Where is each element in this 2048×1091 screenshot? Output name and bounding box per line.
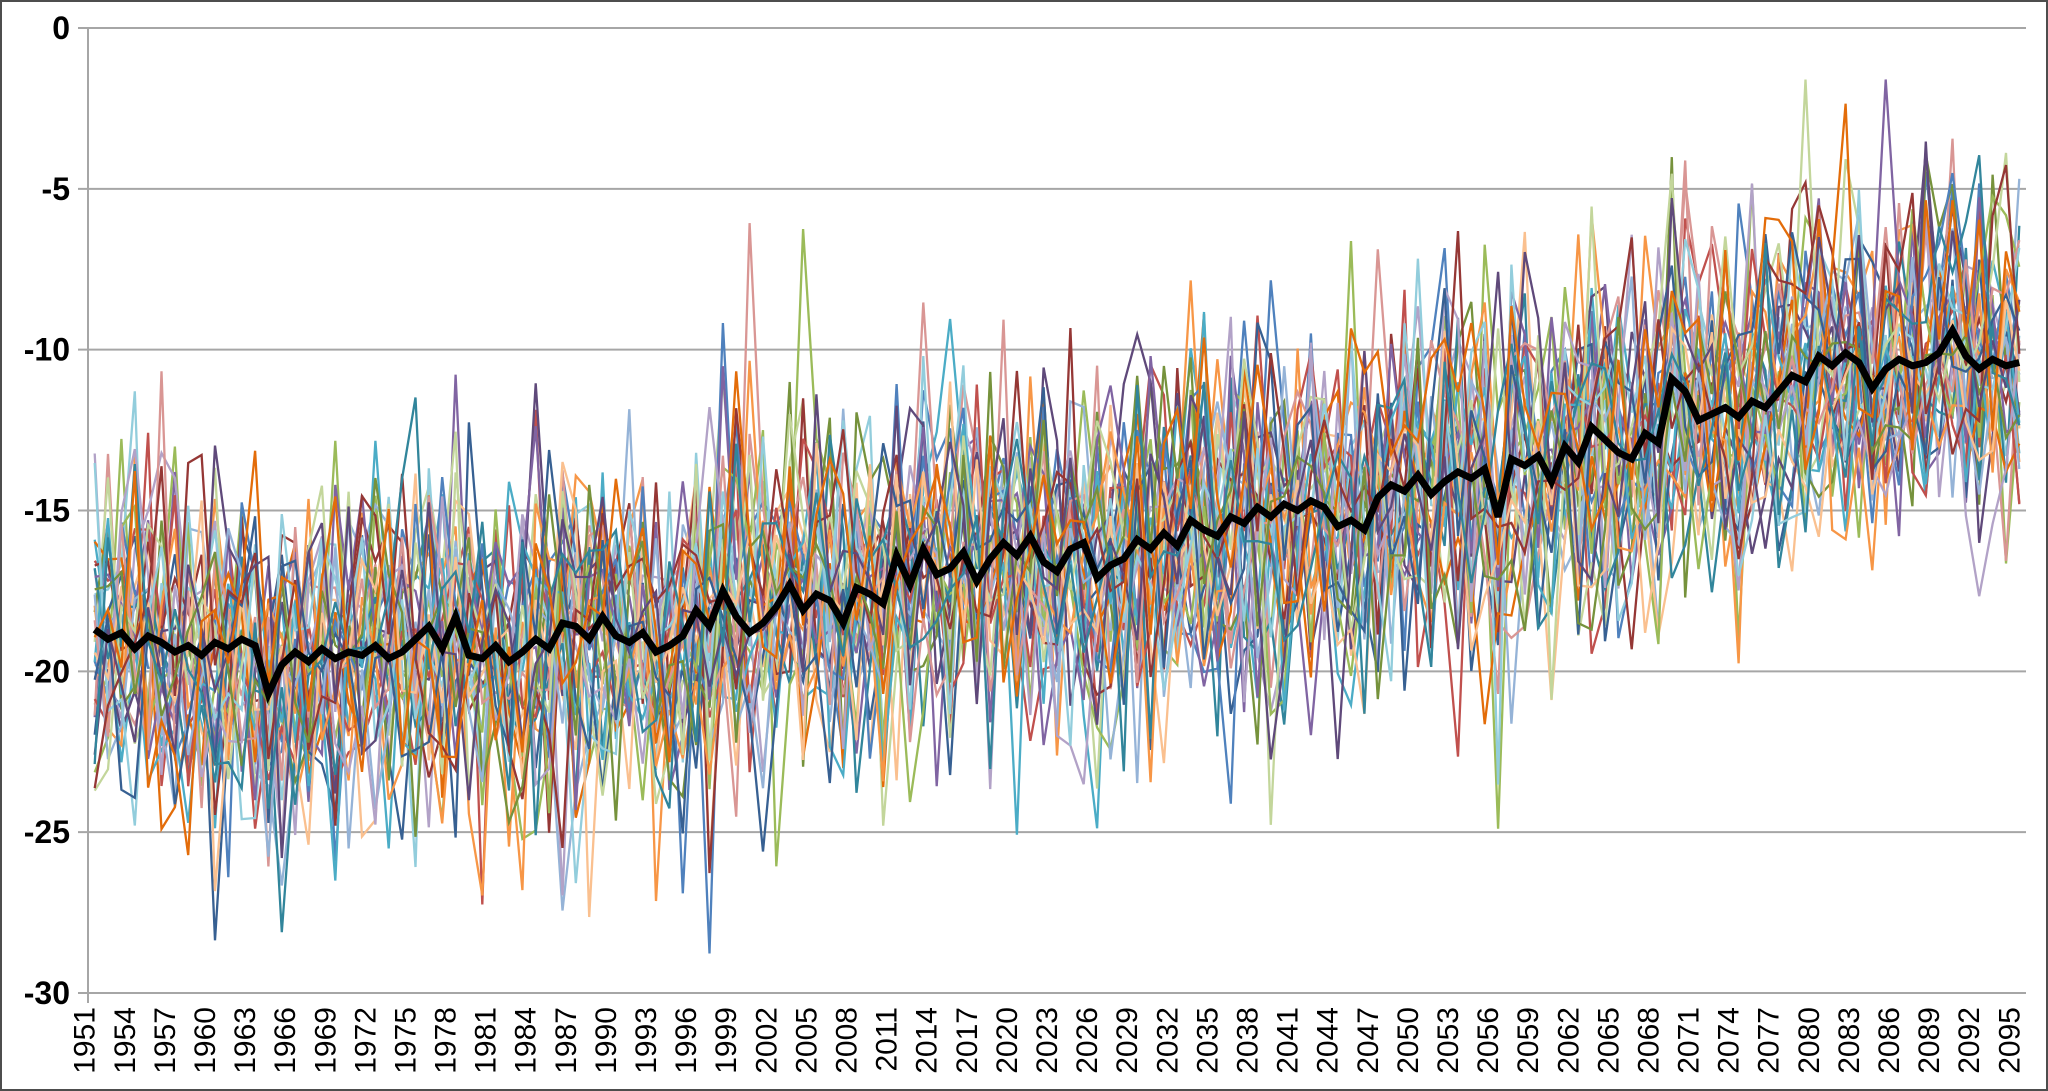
ensemble-member-line [93, 217, 2021, 841]
x-tick-label: 1972 [349, 1007, 382, 1074]
x-tick-label: 2056 [1472, 1007, 1505, 1074]
y-tick-label: -10 [24, 332, 70, 368]
ensemble-member-lines [93, 79, 2021, 954]
y-tick-label: 0 [52, 10, 70, 46]
x-tick-label: 2005 [790, 1007, 823, 1074]
x-axis-labels: 1951 1954 1957 1960 1963 1966 1969 1972 1975 1978… [69, 1007, 2027, 1074]
x-tick-label: 2071 [1673, 1007, 1706, 1074]
x-tick-label: 1960 [189, 1007, 222, 1074]
x-tick-label: 1987 [550, 1007, 583, 1074]
y-axis-labels: 0 -5 -10 -15 -20 -25 -30 [24, 10, 70, 1011]
y-tick-label: -15 [24, 493, 70, 529]
y-tick-label: -30 [24, 975, 70, 1011]
x-tick-label: 1990 [590, 1007, 623, 1074]
ensemble-member-line [93, 141, 2021, 859]
x-tick-label: 2008 [831, 1007, 864, 1074]
x-tick-label: 2068 [1632, 1007, 1665, 1074]
y-tick-label: -5 [42, 171, 70, 207]
x-tick-label: 2086 [1873, 1007, 1906, 1074]
x-tick-label: 2050 [1392, 1007, 1425, 1074]
x-tick-label: 1975 [389, 1007, 422, 1074]
x-tick-label: 2065 [1592, 1007, 1625, 1074]
x-tick-label: 2041 [1272, 1007, 1305, 1074]
x-tick-label: 1963 [229, 1007, 262, 1074]
x-tick-label: 1969 [309, 1007, 342, 1074]
x-tick-label: 2002 [750, 1007, 783, 1074]
x-tick-label: 2047 [1352, 1007, 1385, 1074]
x-tick-label: 2014 [911, 1007, 944, 1074]
x-tick-label: 2032 [1151, 1007, 1184, 1074]
x-tick-label: 1978 [430, 1007, 463, 1074]
x-tick-label: 2080 [1793, 1007, 1826, 1074]
y-tick-label: -20 [24, 653, 70, 689]
ensemble-member-line [93, 154, 2021, 836]
x-tick-label: 2083 [1833, 1007, 1866, 1074]
x-tick-label: 2089 [1913, 1007, 1946, 1074]
x-tick-label: 1984 [510, 1007, 543, 1074]
x-tick-label: 1957 [149, 1007, 182, 1074]
x-tick-label: 1996 [670, 1007, 703, 1074]
x-tick-label: 2059 [1512, 1007, 1545, 1074]
x-tick-label: 1951 [69, 1007, 102, 1074]
x-tick-label: 1993 [630, 1007, 663, 1074]
x-tick-label: 2020 [991, 1007, 1024, 1074]
x-tick-label: 2077 [1753, 1007, 1786, 1074]
x-tick-label: 2011 [871, 1007, 904, 1072]
x-tick-label: 2074 [1713, 1007, 1746, 1074]
x-tick-label: 2023 [1031, 1007, 1064, 1074]
y-tick-label: -25 [24, 814, 70, 850]
x-tick-label: 2062 [1552, 1007, 1585, 1074]
ensemble-member-line [93, 232, 2021, 852]
x-tick-label: 2044 [1312, 1007, 1345, 1074]
x-tick-label: 2026 [1071, 1007, 1104, 1074]
x-tick-label: 1981 [470, 1007, 503, 1074]
x-tick-label: 2092 [1953, 1007, 1986, 1074]
x-tick-label: 1966 [269, 1007, 302, 1074]
x-tick-label: 1954 [109, 1007, 142, 1074]
x-tick-label: 2053 [1432, 1007, 1465, 1074]
x-tick-label: 2029 [1111, 1007, 1144, 1074]
x-tick-label: 2035 [1191, 1007, 1224, 1074]
x-tick-label: 2038 [1231, 1007, 1264, 1074]
ensemble-mean-line [92, 323, 2021, 704]
x-tick-label: 2017 [951, 1007, 984, 1074]
x-tick-label: 1999 [710, 1007, 743, 1074]
x-tick-label: 2095 [1993, 1007, 2026, 1074]
